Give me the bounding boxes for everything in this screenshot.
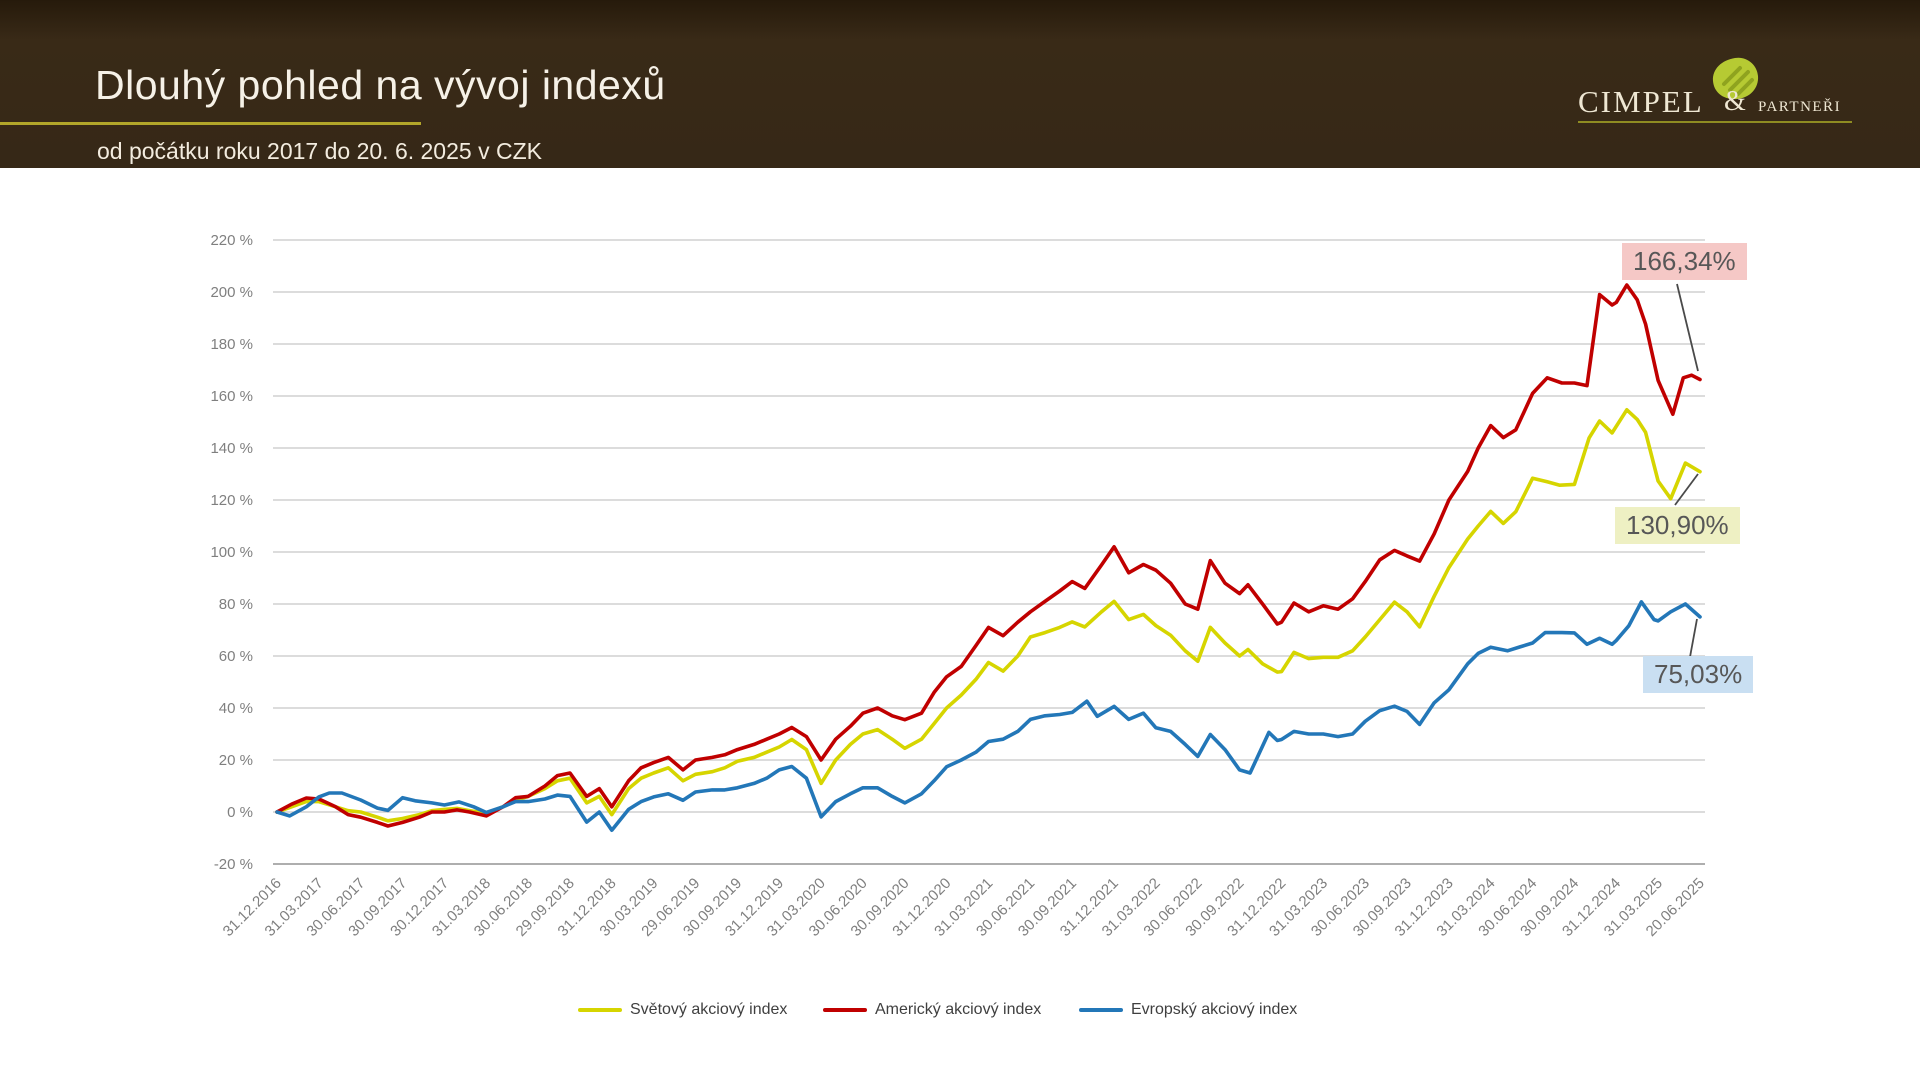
- logo-ampersand: &: [1724, 86, 1746, 117]
- annotation-svetovy-end-value: 130,90%: [1615, 507, 1740, 544]
- logo-partners: PARTNEŘI: [1758, 99, 1842, 115]
- y-tick-label: 40 %: [219, 700, 253, 717]
- y-tick-label: -20 %: [214, 856, 253, 873]
- legend-swatch-americky: [823, 1008, 867, 1012]
- legend-swatch-evropsky: [1079, 1008, 1123, 1012]
- y-tick-label: 60 %: [219, 648, 253, 665]
- y-tick-label: 20 %: [219, 752, 253, 769]
- y-tick-label: 180 %: [210, 336, 253, 353]
- y-tick-label: 200 %: [210, 284, 253, 301]
- series-line-evropsky: [275, 600, 1702, 833]
- logo-underline: [1578, 121, 1852, 123]
- logo-name: CIMPEL: [1578, 84, 1704, 119]
- title-underline: [0, 122, 421, 125]
- legend-label-evropsky: Evropský akciový index: [1131, 1001, 1298, 1018]
- leaf-icon: [1712, 57, 1759, 100]
- legend-item-americky: Americký akciový index: [823, 1000, 1041, 1020]
- legend-item-svetovy: Světový akciový index: [578, 1000, 787, 1020]
- series-line-svetovy: [275, 407, 1702, 823]
- y-tick-label: 0 %: [227, 804, 253, 821]
- legend-item-evropsky: Evropský akciový index: [1079, 1000, 1297, 1020]
- y-tick-label: 120 %: [210, 492, 253, 509]
- y-tick-label: 80 %: [219, 596, 253, 613]
- series-line-americky: [275, 283, 1702, 828]
- y-tick-label: 100 %: [210, 544, 253, 561]
- y-tick-label: 140 %: [210, 440, 253, 457]
- leader-line-americky: [1676, 283, 1699, 372]
- y-tick-label: 220 %: [210, 232, 253, 249]
- legend-label-svetovy: Světový akciový index: [630, 1001, 788, 1018]
- company-logo: CIMPEL & PARTNEŘI: [1578, 57, 1854, 124]
- leader-line-svetovy: [1674, 473, 1699, 506]
- leader-line-evropsky: [1689, 618, 1698, 658]
- header-band: Dlouhý pohled na vývoj indexů od počátku…: [0, 0, 1920, 168]
- legend-swatch-svetovy: [578, 1008, 622, 1012]
- page-subtitle: od počátku roku 2017 do 20. 6. 2025 v CZ…: [97, 138, 542, 164]
- annotation-americky-end-value: 166,34%: [1622, 243, 1747, 280]
- legend-label-americky: Americký akciový index: [875, 1001, 1042, 1018]
- annotation-evropsky-end-value: 75,03%: [1643, 656, 1754, 693]
- y-tick-label: 160 %: [210, 388, 253, 405]
- page-title: Dlouhý pohled na vývoj indexů: [95, 62, 666, 108]
